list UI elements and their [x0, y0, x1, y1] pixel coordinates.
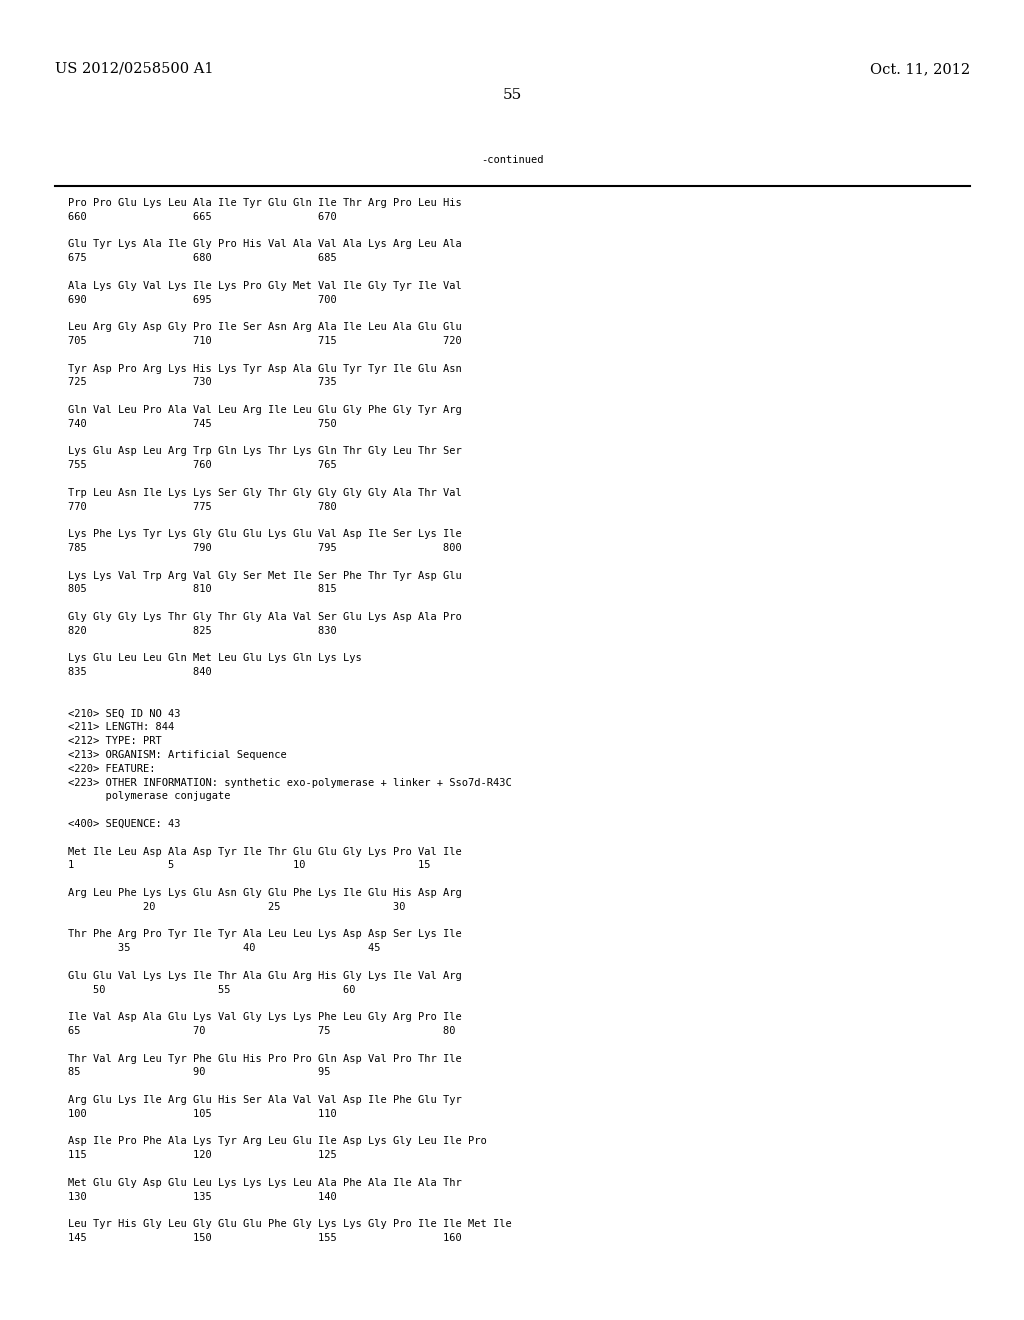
Text: 85                  90                  95: 85 90 95: [68, 1068, 331, 1077]
Text: 660                 665                 670: 660 665 670: [68, 211, 337, 222]
Text: 675                 680                 685: 675 680 685: [68, 253, 337, 263]
Text: 65                  70                  75                  80: 65 70 75 80: [68, 1026, 456, 1036]
Text: <223> OTHER INFORMATION: synthetic exo-polymerase + linker + Sso7d-R43C: <223> OTHER INFORMATION: synthetic exo-p…: [68, 777, 512, 788]
Text: Oct. 11, 2012: Oct. 11, 2012: [869, 62, 970, 77]
Text: 805                 810                 815: 805 810 815: [68, 585, 337, 594]
Text: Lys Glu Asp Leu Arg Trp Gln Lys Thr Lys Gln Thr Gly Leu Thr Ser: Lys Glu Asp Leu Arg Trp Gln Lys Thr Lys …: [68, 446, 462, 457]
Text: 1               5                   10                  15: 1 5 10 15: [68, 861, 430, 870]
Text: 835                 840: 835 840: [68, 667, 212, 677]
Text: Tyr Asp Pro Arg Lys His Lys Tyr Asp Ala Glu Tyr Tyr Ile Glu Asn: Tyr Asp Pro Arg Lys His Lys Tyr Asp Ala …: [68, 363, 462, 374]
Text: polymerase conjugate: polymerase conjugate: [68, 792, 230, 801]
Text: 55: 55: [503, 88, 521, 102]
Text: <210> SEQ ID NO 43: <210> SEQ ID NO 43: [68, 709, 180, 718]
Text: 100                 105                 110: 100 105 110: [68, 1109, 337, 1119]
Text: Ile Val Asp Ala Glu Lys Val Gly Lys Lys Phe Leu Gly Arg Pro Ile: Ile Val Asp Ala Glu Lys Val Gly Lys Lys …: [68, 1012, 462, 1022]
Text: <400> SEQUENCE: 43: <400> SEQUENCE: 43: [68, 818, 180, 829]
Text: Lys Lys Val Trp Arg Val Gly Ser Met Ile Ser Phe Thr Tyr Asp Glu: Lys Lys Val Trp Arg Val Gly Ser Met Ile …: [68, 570, 462, 581]
Text: US 2012/0258500 A1: US 2012/0258500 A1: [55, 62, 213, 77]
Text: Ala Lys Gly Val Lys Ile Lys Pro Gly Met Val Ile Gly Tyr Ile Val: Ala Lys Gly Val Lys Ile Lys Pro Gly Met …: [68, 281, 462, 290]
Text: -continued: -continued: [480, 154, 544, 165]
Text: Glu Glu Val Lys Lys Ile Thr Ala Glu Arg His Gly Lys Ile Val Arg: Glu Glu Val Lys Lys Ile Thr Ala Glu Arg …: [68, 970, 462, 981]
Text: Asp Ile Pro Phe Ala Lys Tyr Arg Leu Glu Ile Asp Lys Gly Leu Ile Pro: Asp Ile Pro Phe Ala Lys Tyr Arg Leu Glu …: [68, 1137, 486, 1146]
Text: <212> TYPE: PRT: <212> TYPE: PRT: [68, 737, 162, 746]
Text: 690                 695                 700: 690 695 700: [68, 294, 337, 305]
Text: 740                 745                 750: 740 745 750: [68, 418, 337, 429]
Text: 130                 135                 140: 130 135 140: [68, 1192, 337, 1201]
Text: 145                 150                 155                 160: 145 150 155 160: [68, 1233, 462, 1243]
Text: 785                 790                 795                 800: 785 790 795 800: [68, 543, 462, 553]
Text: 705                 710                 715                 720: 705 710 715 720: [68, 337, 462, 346]
Text: 770                 775                 780: 770 775 780: [68, 502, 337, 512]
Text: Trp Leu Asn Ile Lys Lys Ser Gly Thr Gly Gly Gly Gly Ala Thr Val: Trp Leu Asn Ile Lys Lys Ser Gly Thr Gly …: [68, 488, 462, 498]
Text: 115                 120                 125: 115 120 125: [68, 1150, 337, 1160]
Text: <213> ORGANISM: Artificial Sequence: <213> ORGANISM: Artificial Sequence: [68, 750, 287, 760]
Text: Glu Tyr Lys Ala Ile Gly Pro His Val Ala Val Ala Lys Arg Leu Ala: Glu Tyr Lys Ala Ile Gly Pro His Val Ala …: [68, 239, 462, 249]
Text: 755                 760                 765: 755 760 765: [68, 461, 337, 470]
Text: Thr Phe Arg Pro Tyr Ile Tyr Ala Leu Leu Lys Asp Asp Ser Lys Ile: Thr Phe Arg Pro Tyr Ile Tyr Ala Leu Leu …: [68, 929, 462, 940]
Text: Arg Glu Lys Ile Arg Glu His Ser Ala Val Val Asp Ile Phe Glu Tyr: Arg Glu Lys Ile Arg Glu His Ser Ala Val …: [68, 1096, 462, 1105]
Text: Pro Pro Glu Lys Leu Ala Ile Tyr Glu Gln Ile Thr Arg Pro Leu His: Pro Pro Glu Lys Leu Ala Ile Tyr Glu Gln …: [68, 198, 462, 209]
Text: Lys Phe Lys Tyr Lys Gly Glu Glu Lys Glu Val Asp Ile Ser Lys Ile: Lys Phe Lys Tyr Lys Gly Glu Glu Lys Glu …: [68, 529, 462, 539]
Text: Met Glu Gly Asp Glu Leu Lys Lys Lys Leu Ala Phe Ala Ile Ala Thr: Met Glu Gly Asp Glu Leu Lys Lys Lys Leu …: [68, 1177, 462, 1188]
Text: 20                  25                  30: 20 25 30: [68, 902, 406, 912]
Text: Met Ile Leu Asp Ala Asp Tyr Ile Thr Glu Glu Gly Lys Pro Val Ile: Met Ile Leu Asp Ala Asp Tyr Ile Thr Glu …: [68, 846, 462, 857]
Text: Thr Val Arg Leu Tyr Phe Glu His Pro Pro Gln Asp Val Pro Thr Ile: Thr Val Arg Leu Tyr Phe Glu His Pro Pro …: [68, 1053, 462, 1064]
Text: 50                  55                  60: 50 55 60: [68, 985, 355, 994]
Text: Lys Glu Leu Leu Gln Met Leu Glu Lys Gln Lys Lys: Lys Glu Leu Leu Gln Met Leu Glu Lys Gln …: [68, 653, 361, 664]
Text: 820                 825                 830: 820 825 830: [68, 626, 337, 636]
Text: Leu Arg Gly Asp Gly Pro Ile Ser Asn Arg Ala Ile Leu Ala Glu Glu: Leu Arg Gly Asp Gly Pro Ile Ser Asn Arg …: [68, 322, 462, 333]
Text: Gln Val Leu Pro Ala Val Leu Arg Ile Leu Glu Gly Phe Gly Tyr Arg: Gln Val Leu Pro Ala Val Leu Arg Ile Leu …: [68, 405, 462, 414]
Text: 35                  40                  45: 35 40 45: [68, 944, 381, 953]
Text: 725                 730                 735: 725 730 735: [68, 378, 337, 387]
Text: Gly Gly Gly Lys Thr Gly Thr Gly Ala Val Ser Glu Lys Asp Ala Pro: Gly Gly Gly Lys Thr Gly Thr Gly Ala Val …: [68, 612, 462, 622]
Text: <220> FEATURE:: <220> FEATURE:: [68, 764, 156, 774]
Text: Arg Leu Phe Lys Lys Glu Asn Gly Glu Phe Lys Ile Glu His Asp Arg: Arg Leu Phe Lys Lys Glu Asn Gly Glu Phe …: [68, 888, 462, 898]
Text: <211> LENGTH: 844: <211> LENGTH: 844: [68, 722, 174, 733]
Text: Leu Tyr His Gly Leu Gly Glu Glu Phe Gly Lys Lys Gly Pro Ile Ile Met Ile: Leu Tyr His Gly Leu Gly Glu Glu Phe Gly …: [68, 1220, 512, 1229]
